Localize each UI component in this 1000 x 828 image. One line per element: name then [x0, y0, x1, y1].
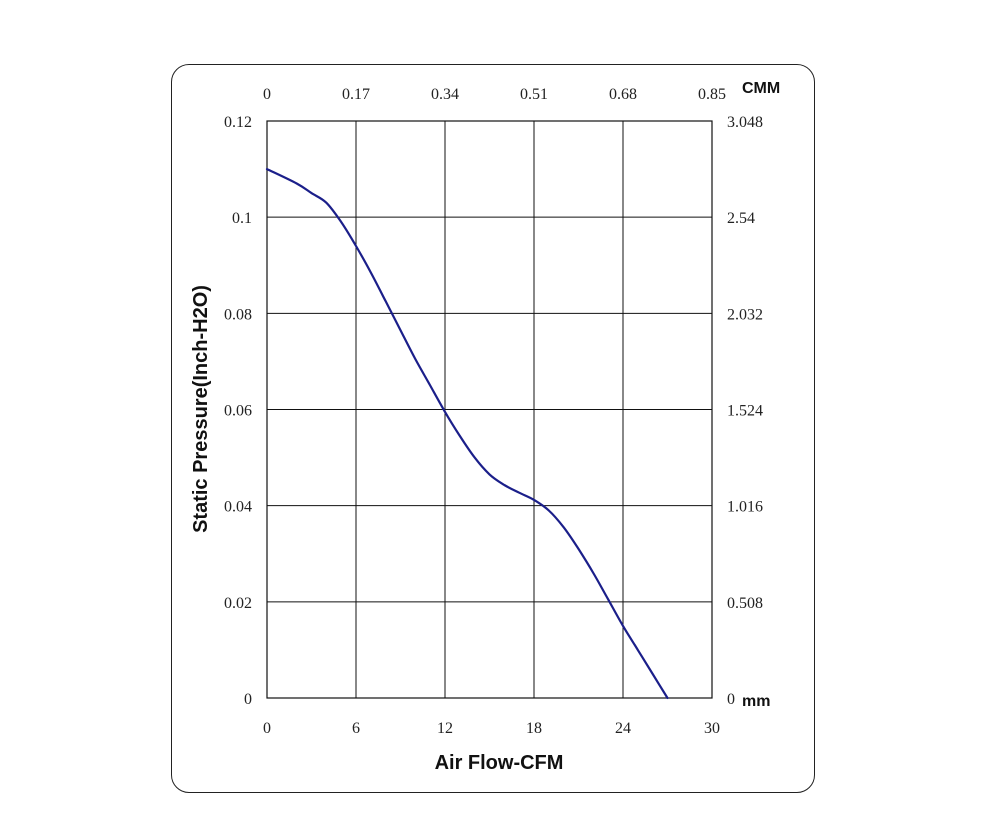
- right-axis-unit: mm: [742, 693, 770, 710]
- y-tick-label: 0: [244, 691, 252, 708]
- right-axis-ticks: 0 0.508 1.016 1.524 2.032 2.54 3.048: [727, 114, 763, 708]
- top-axis-unit: CMM: [742, 80, 780, 97]
- top-tick-label: 0.51: [520, 86, 548, 103]
- x-tick-label: 6: [352, 720, 360, 737]
- right-tick-label: 3.048: [727, 114, 763, 131]
- y-axis-title: Static Pressure(Inch-H2O): [190, 285, 212, 533]
- top-tick-label: 0.68: [609, 86, 637, 103]
- y-axis-ticks: 0 0.02 0.04 0.06 0.08 0.1 0.12: [224, 114, 252, 708]
- plot-area: [266, 120, 713, 699]
- y-tick-label: 0.06: [224, 403, 252, 420]
- right-tick-label: 0.508: [727, 595, 763, 612]
- right-tick-label: 2.032: [727, 306, 763, 323]
- y-tick-label: 0.04: [224, 499, 252, 516]
- right-tick-label: 1.016: [727, 499, 763, 516]
- x-tick-label: 24: [615, 720, 631, 737]
- y-tick-label: 0.1: [232, 210, 252, 227]
- x-tick-label: 18: [526, 720, 542, 737]
- right-tick-label: 0: [727, 691, 735, 708]
- top-tick-label: 0.34: [431, 86, 459, 103]
- chart-frame: [171, 64, 815, 793]
- x-axis-ticks: 0 6 12 18 24 30: [263, 720, 720, 737]
- grid-lines: [267, 121, 712, 698]
- y-tick-label: 0.12: [224, 114, 252, 131]
- x-tick-label: 30: [704, 720, 720, 737]
- top-axis-ticks: 0 0.17 0.34 0.51 0.68 0.85: [263, 86, 726, 103]
- top-tick-label: 0.85: [698, 86, 726, 103]
- y-tick-label: 0.02: [224, 595, 252, 612]
- right-tick-label: 1.524: [727, 403, 763, 420]
- y-tick-label: 0.08: [224, 306, 252, 323]
- series-line: [265, 168, 669, 700]
- x-axis-title: Air Flow-CFM: [435, 752, 564, 774]
- right-tick-label: 2.54: [727, 210, 755, 227]
- top-tick-label: 0.17: [342, 86, 370, 103]
- top-tick-label: 0: [263, 86, 271, 103]
- x-tick-label: 0: [263, 720, 271, 737]
- x-tick-label: 12: [437, 720, 453, 737]
